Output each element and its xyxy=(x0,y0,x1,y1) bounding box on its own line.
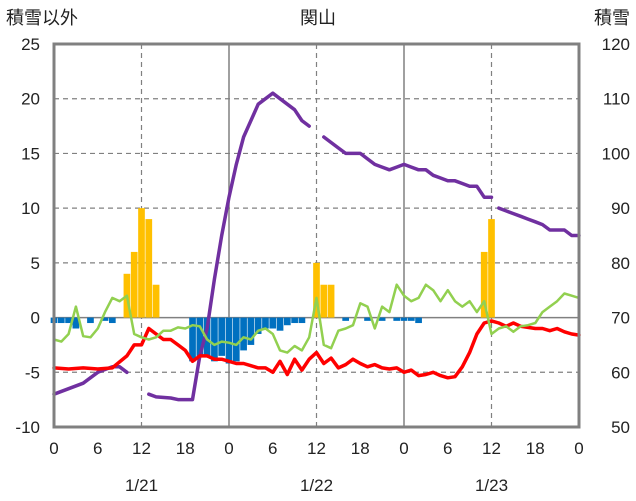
bar-positive xyxy=(138,208,145,318)
x-tick-label: 0 xyxy=(49,439,58,458)
left-axis-title: 積雪以外 xyxy=(6,8,78,28)
x-tick-label: 18 xyxy=(526,439,545,458)
x-tick-label: 6 xyxy=(268,439,277,458)
bar-negative xyxy=(189,317,196,362)
x-tick-label: 6 xyxy=(443,439,452,458)
right-tick-label: 60 xyxy=(611,363,630,382)
right-tick-label: 110 xyxy=(603,90,630,109)
left-tick-labels: 25 20 15 10 5 0 -5 -10 xyxy=(15,35,40,437)
date-label: 1/21 xyxy=(125,476,158,495)
bar-negative xyxy=(254,317,262,334)
left-tick-label: 15 xyxy=(21,144,40,163)
bar-positive xyxy=(480,251,488,318)
bar-negative xyxy=(240,317,247,351)
bar-positive xyxy=(320,284,328,318)
bar-negative xyxy=(378,317,386,321)
left-tick-label: 0 xyxy=(31,309,40,328)
x-tick-label: 12 xyxy=(307,439,326,458)
series-line-wind-or-other xyxy=(52,283,581,354)
series-line-snow-depth xyxy=(52,365,129,396)
x-tick-label: 6 xyxy=(93,439,102,458)
x-tick-label: 18 xyxy=(176,439,195,458)
bar-positive xyxy=(145,219,153,318)
bar-negative xyxy=(269,317,277,329)
date-labels: 1/21 1/22 1/23 xyxy=(125,476,508,495)
right-tick-label: 50 xyxy=(611,418,630,437)
bar-negative xyxy=(108,317,116,324)
bar-negative xyxy=(203,317,211,356)
right-tick-label: 90 xyxy=(611,199,630,218)
bar-negative xyxy=(393,317,401,321)
bar-negative xyxy=(232,317,240,362)
left-tick-label: 5 xyxy=(31,254,40,273)
left-tick-label: 20 xyxy=(21,90,40,109)
bar-negative xyxy=(225,317,233,364)
right-tick-labels: 120 110 100 90 80 70 60 50 xyxy=(602,35,630,437)
bar-negative xyxy=(342,317,350,321)
bar-negative xyxy=(291,317,298,324)
series-line-snow-depth xyxy=(147,91,311,402)
bar-negative xyxy=(101,317,109,321)
bar-negative xyxy=(276,317,284,331)
bar-positive xyxy=(313,262,320,318)
left-tick-label: -5 xyxy=(25,363,40,382)
bar-negative xyxy=(283,317,291,326)
right-tick-label: 100 xyxy=(602,144,630,163)
line-series xyxy=(52,91,581,402)
bar-negative xyxy=(400,317,408,321)
series-line-temperature xyxy=(52,319,581,380)
x-tick-label: 0 xyxy=(399,439,408,458)
x-tick-label: 0 xyxy=(574,439,583,458)
date-label: 1/23 xyxy=(475,476,508,495)
bar-negative xyxy=(364,317,371,321)
plot-frame xyxy=(52,42,581,429)
left-tick-label: -10 xyxy=(15,418,40,437)
left-tick-label: 10 xyxy=(21,199,40,218)
x-tick-label: 12 xyxy=(482,439,501,458)
right-tick-label: 70 xyxy=(611,309,630,328)
left-tick-label: 25 xyxy=(21,35,40,54)
bar-negative xyxy=(407,317,415,321)
x-tick-labels: 0 6 12 18 0 6 12 18 0 6 12 18 0 xyxy=(49,439,583,458)
bar-negative xyxy=(211,317,218,362)
bar-negative xyxy=(57,317,65,324)
right-tick-label: 120 xyxy=(602,35,630,54)
bar-negative xyxy=(298,317,306,324)
series-line-snow-depth xyxy=(497,206,581,238)
bar-negative xyxy=(262,317,269,329)
gridlines xyxy=(54,44,579,427)
right-tick-label: 80 xyxy=(611,254,630,273)
right-axis-title: 積雪 xyxy=(594,8,630,28)
bar-positive xyxy=(488,219,495,318)
bar-negative xyxy=(415,317,422,324)
bar-positive xyxy=(152,284,160,318)
date-label: 1/22 xyxy=(300,476,333,495)
bar-negative xyxy=(196,317,204,356)
bar-negative xyxy=(72,317,80,329)
x-tick-label: 0 xyxy=(224,439,233,458)
x-tick-label: 18 xyxy=(351,439,370,458)
bar-negative xyxy=(247,317,255,345)
bar-negative xyxy=(218,317,226,356)
x-tick-label: 12 xyxy=(132,439,151,458)
series-line-snow-depth xyxy=(322,135,494,199)
bar-negative xyxy=(65,317,72,324)
bar-negative xyxy=(87,317,94,324)
bar-positive xyxy=(130,251,138,318)
bar-positive xyxy=(327,284,335,318)
chart-title: 関山 xyxy=(300,8,336,28)
